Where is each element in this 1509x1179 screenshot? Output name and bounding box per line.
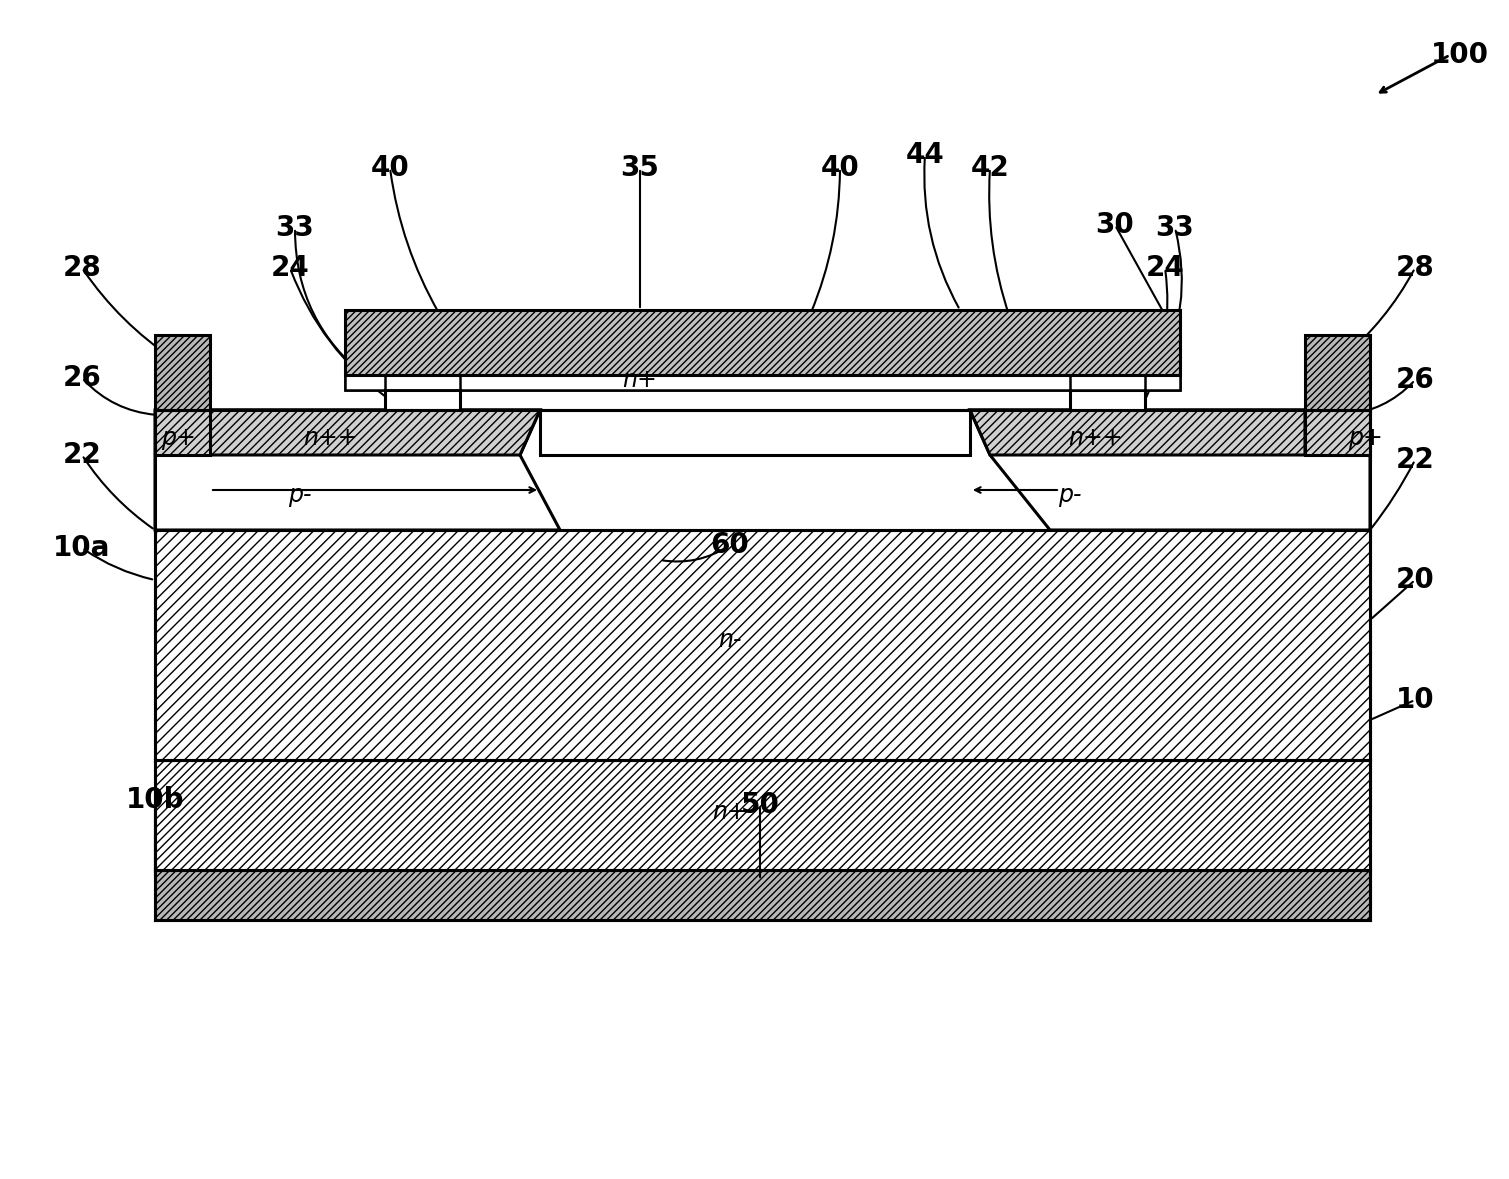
Text: 28: 28 — [1396, 253, 1435, 282]
Text: 26: 26 — [1396, 365, 1435, 394]
Text: 10: 10 — [1396, 686, 1435, 714]
Text: 26: 26 — [63, 364, 101, 391]
Text: 33: 33 — [276, 215, 314, 242]
Text: 40: 40 — [371, 154, 409, 182]
Text: 35: 35 — [620, 154, 659, 182]
Text: n+: n+ — [623, 368, 658, 391]
Text: p+: p+ — [160, 426, 195, 450]
Text: 40: 40 — [821, 154, 859, 182]
Text: 60: 60 — [711, 531, 750, 559]
Bar — [155, 760, 1370, 870]
Text: p-: p- — [288, 483, 312, 507]
Text: 100: 100 — [1431, 41, 1489, 70]
Text: n-: n- — [718, 628, 742, 652]
Text: p-: p- — [1058, 483, 1082, 507]
Polygon shape — [155, 410, 210, 455]
Bar — [155, 870, 1370, 920]
Polygon shape — [970, 410, 1305, 455]
Text: 50: 50 — [741, 791, 780, 819]
Bar — [1305, 335, 1370, 410]
Bar — [346, 310, 1180, 375]
Text: 10a: 10a — [53, 534, 110, 562]
Bar — [385, 390, 460, 410]
Polygon shape — [155, 410, 560, 531]
Text: 30: 30 — [1096, 211, 1135, 239]
Text: 24: 24 — [270, 253, 309, 282]
Bar — [155, 335, 210, 410]
Text: n++: n++ — [1068, 426, 1123, 450]
Text: 22: 22 — [63, 441, 101, 469]
Text: p+: p+ — [1348, 426, 1382, 450]
Polygon shape — [970, 410, 1370, 531]
Bar — [1070, 390, 1145, 410]
Bar — [346, 375, 1180, 390]
Polygon shape — [1305, 410, 1370, 455]
Text: n++: n++ — [303, 426, 358, 450]
Text: 10b: 10b — [125, 786, 184, 814]
Bar — [346, 375, 1180, 390]
Text: 42: 42 — [970, 154, 1010, 182]
Bar — [155, 531, 1370, 760]
Text: 22: 22 — [1396, 446, 1435, 474]
Text: 44: 44 — [905, 141, 945, 169]
Text: 33: 33 — [1156, 215, 1195, 242]
Text: 20: 20 — [1396, 566, 1435, 594]
Polygon shape — [210, 410, 540, 455]
Text: n+: n+ — [712, 801, 747, 824]
Bar — [540, 410, 970, 455]
Text: 28: 28 — [63, 253, 101, 282]
Text: 24: 24 — [1145, 253, 1185, 282]
